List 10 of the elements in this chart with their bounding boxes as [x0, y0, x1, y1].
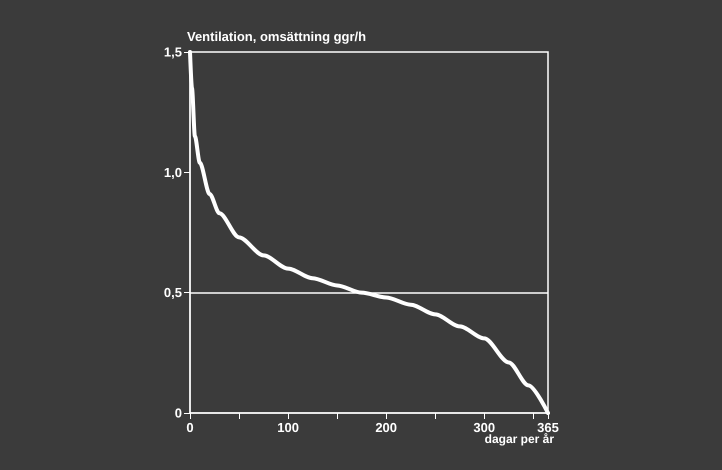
x-tick-label: 100	[277, 420, 299, 435]
y-tick-label: 0	[174, 406, 182, 420]
y-tick-label: 1,0	[164, 164, 182, 180]
x-axis-title: dagar per år	[484, 432, 554, 446]
x-tick-label: 300	[473, 420, 496, 435]
y-tick-label: 0,5	[164, 285, 182, 300]
y-axis-title: Ventilation, omsättning ggr/h	[187, 29, 366, 44]
x-tick-label: 200	[375, 420, 398, 435]
y-tick-label: 1,5	[164, 44, 182, 60]
x-tick-label: 0	[186, 420, 194, 435]
